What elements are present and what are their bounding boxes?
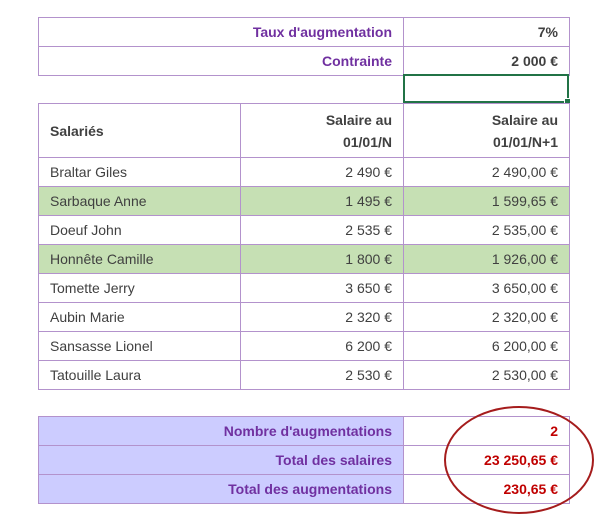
- header-salary-n-line2: 01/01/N: [342, 133, 392, 150]
- salary-n[interactable]: 2 535 €: [240, 215, 404, 245]
- employee-name[interactable]: Tatouille Laura: [38, 360, 241, 390]
- rate-label[interactable]: Taux d'augmentation: [38, 17, 404, 47]
- salary-n1[interactable]: 2 320,00 €: [403, 302, 570, 332]
- header-salary-n-line1: Salaire au: [325, 111, 392, 128]
- constraint-row: Contrainte 2 000 €: [38, 46, 570, 76]
- employee-name[interactable]: Sansasse Lionel: [38, 331, 241, 361]
- total-salaries-label[interactable]: Total des salaires: [38, 445, 404, 475]
- salary-n[interactable]: 1 800 €: [240, 244, 404, 274]
- highlight-circle: [444, 406, 594, 514]
- salary-n[interactable]: 3 650 €: [240, 273, 404, 303]
- total-increase-label[interactable]: Total des augmentations: [38, 474, 404, 504]
- header-salary-n1-line1: Salaire au: [491, 111, 558, 128]
- selected-cell[interactable]: [403, 74, 571, 105]
- table-row: Braltar Giles 2 490 € 2 490,00 €: [38, 157, 570, 187]
- parameters-table: Taux d'augmentation 7% Contrainte 2 000 …: [38, 17, 570, 76]
- header-employees[interactable]: Salariés: [38, 103, 241, 158]
- salary-n1[interactable]: 2 530,00 €: [403, 360, 570, 390]
- table-row: Sansasse Lionel 6 200 € 6 200,00 €: [38, 331, 570, 361]
- rate-row: Taux d'augmentation 7%: [38, 17, 570, 47]
- constraint-value-cell[interactable]: 2 000 €: [403, 46, 570, 76]
- header-salary-n1-line2: 01/01/N+1: [493, 133, 558, 150]
- header-salary-n1[interactable]: Salaire au 01/01/N+1: [403, 103, 570, 158]
- salary-n1[interactable]: 2 490,00 €: [403, 157, 570, 187]
- salary-n1[interactable]: 6 200,00 €: [403, 331, 570, 361]
- salary-n[interactable]: 2 490 €: [240, 157, 404, 187]
- table-row: Aubin Marie 2 320 € 2 320,00 €: [38, 302, 570, 332]
- salary-n[interactable]: 2 320 €: [240, 302, 404, 332]
- count-label[interactable]: Nombre d'augmentations: [38, 416, 404, 446]
- salary-n[interactable]: 2 530 €: [240, 360, 404, 390]
- header-row: Salariés Salaire au 01/01/N Salaire au 0…: [38, 103, 570, 158]
- employee-name[interactable]: Tomette Jerry: [38, 273, 241, 303]
- salary-n[interactable]: 6 200 €: [240, 331, 404, 361]
- table-row: Tomette Jerry 3 650 € 3 650,00 €: [38, 273, 570, 303]
- employee-name[interactable]: Sarbaque Anne: [38, 186, 241, 216]
- table-row: Doeuf John 2 535 € 2 535,00 €: [38, 215, 570, 245]
- constraint-label[interactable]: Contrainte: [38, 46, 404, 76]
- table-row: Tatouille Laura 2 530 € 2 530,00 €: [38, 360, 570, 390]
- rate-value-cell[interactable]: 7%: [403, 17, 570, 47]
- table-row: Sarbaque Anne 1 495 € 1 599,65 €: [38, 186, 570, 216]
- employee-name[interactable]: Aubin Marie: [38, 302, 241, 332]
- salary-n1[interactable]: 1 599,65 €: [403, 186, 570, 216]
- employee-name[interactable]: Doeuf John: [38, 215, 241, 245]
- employee-name[interactable]: Honnête Camille: [38, 244, 241, 274]
- salary-n1[interactable]: 1 926,00 €: [403, 244, 570, 274]
- salary-n1[interactable]: 3 650,00 €: [403, 273, 570, 303]
- salary-n[interactable]: 1 495 €: [240, 186, 404, 216]
- salaries-table: Salariés Salaire au 01/01/N Salaire au 0…: [38, 103, 570, 390]
- header-salary-n[interactable]: Salaire au 01/01/N: [240, 103, 404, 158]
- employee-name[interactable]: Braltar Giles: [38, 157, 241, 187]
- table-row: Honnête Camille 1 800 € 1 926,00 €: [38, 244, 570, 274]
- salary-n1[interactable]: 2 535,00 €: [403, 215, 570, 245]
